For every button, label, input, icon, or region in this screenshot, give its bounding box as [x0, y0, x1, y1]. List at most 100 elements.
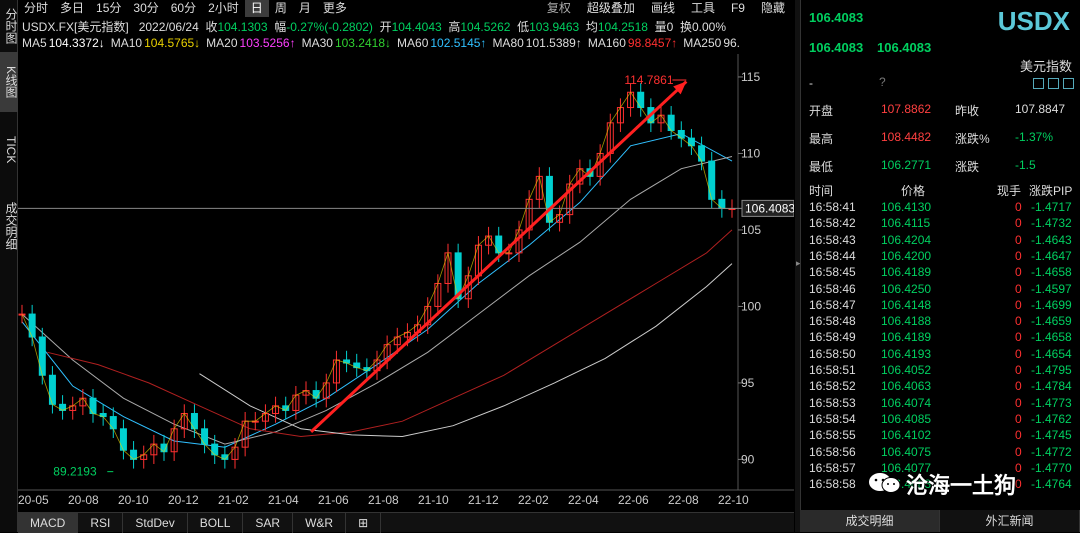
- ma-value: 104.3372↓: [48, 36, 105, 50]
- candle-body: [38, 336, 46, 376]
- instrument-code: USDX: [997, 6, 1070, 36]
- draw-line-button[interactable]: 画线: [650, 1, 675, 15]
- tab-period-day[interactable]: 日: [244, 0, 269, 17]
- quote-cell: 107.8862: [881, 102, 932, 116]
- trade-cell: 16:58:45: [809, 265, 856, 280]
- ma5-line: [21, 91, 732, 460]
- tab-boll[interactable]: BOLL: [188, 512, 244, 533]
- edit-icon[interactable]: [1033, 78, 1044, 89]
- current-price-label: 106.4083: [745, 201, 794, 215]
- ma-label: MA250: [683, 36, 722, 50]
- add-indicator-button[interactable]: ⊞: [346, 512, 382, 533]
- date-label: 2022/06/24: [138, 20, 199, 34]
- tab-trade-list[interactable]: 成交明细: [800, 510, 940, 532]
- col-time: 时间: [809, 184, 834, 198]
- tab-period-more[interactable]: 更多: [322, 1, 347, 15]
- tab-period-intraday[interactable]: 分时: [24, 1, 49, 15]
- ma-value: 103.2418↓: [334, 36, 392, 50]
- trade-cell: 106.4193: [881, 346, 932, 361]
- trade-cell: 0: [1015, 265, 1022, 280]
- tab-period-month[interactable]: 月: [298, 1, 311, 15]
- trade-cell: 106.4250: [881, 281, 932, 296]
- trade-cell: 106.4085: [881, 411, 932, 426]
- trade-cell: 0: [1015, 363, 1022, 377]
- tab-fx-news[interactable]: 外汇新闻: [940, 510, 1080, 532]
- f9-button[interactable]: F9: [730, 1, 745, 15]
- overlay-button[interactable]: 超级叠加: [586, 1, 635, 15]
- x-tick-label: 22-04: [568, 493, 599, 507]
- ma-line-ma160: [47, 229, 733, 438]
- tab-period-multiday[interactable]: 多日: [60, 1, 85, 15]
- tab-wr[interactable]: W&R: [293, 512, 347, 533]
- trade-cell: -1.4773: [1031, 395, 1072, 410]
- ma-label: MA160: [587, 36, 626, 50]
- candle-body: [545, 175, 553, 223]
- x-tick-label: 21-04: [268, 493, 299, 507]
- tab-rsi[interactable]: RSI: [78, 512, 124, 533]
- tab-period-30m[interactable]: 30分: [133, 1, 159, 15]
- tab-tick[interactable]: TICK: [4, 136, 18, 164]
- tools-button[interactable]: 工具: [690, 1, 715, 15]
- collapse-arrow-icon[interactable]: ▸: [796, 258, 801, 268]
- trade-cell: 0: [1015, 460, 1022, 475]
- low-label: 低: [517, 20, 530, 34]
- trade-cell: 0: [1015, 200, 1022, 214]
- tab-stddev[interactable]: StdDev: [123, 512, 188, 533]
- x-tick-label: 20-05: [18, 493, 49, 507]
- trade-cell: 16:58:58: [809, 477, 856, 492]
- trade-cell: 16:58:53: [809, 395, 856, 410]
- avg-label: 均: [585, 20, 598, 34]
- trade-cell: 0: [1015, 428, 1022, 443]
- quote-cell: 107.8847: [1015, 102, 1066, 116]
- trade-row: 16:58:51 106.4052 0 -1.4795: [809, 363, 1075, 379]
- tab-intraday[interactable]: 分时图: [4, 8, 18, 44]
- trade-cell: 0: [1015, 314, 1022, 329]
- tab-macd[interactable]: MACD: [18, 512, 79, 533]
- alert-icon[interactable]: [1063, 78, 1074, 89]
- ma-value: 98.8457↑: [627, 36, 678, 50]
- trade-cell: 16:58:42: [809, 216, 856, 231]
- trade-cell: 16:58:51: [809, 363, 856, 377]
- x-tick-label: 22-06: [618, 493, 649, 507]
- trade-row: 16:58:43 106.4204 0 -1.4643: [809, 233, 1075, 249]
- trend-arrow-head: [673, 81, 687, 95]
- x-tick-label: 21-08: [368, 493, 399, 507]
- help-icon[interactable]: ?: [879, 75, 886, 89]
- trade-cell: 16:58:52: [809, 379, 856, 394]
- y-tick-label: 115: [741, 70, 760, 84]
- quote-row: 最低 106.2771 涨跌 -1.5: [809, 158, 1075, 176]
- close-value: 104.1303: [217, 20, 268, 34]
- tab-kline[interactable]: K线图: [0, 52, 18, 112]
- vol-label: 量: [654, 20, 667, 34]
- tab-sar[interactable]: SAR: [243, 512, 294, 533]
- trade-cell: 0: [1015, 379, 1022, 394]
- kline-chart[interactable]: 90 95 100 105 110 115 20-05 20-08 20-10 20-12 21-0…: [18, 54, 794, 512]
- y-tick-label: 95: [741, 376, 755, 390]
- trade-row: 16:58:44 106.4200 0 -1.4647: [809, 249, 1075, 265]
- amp-value: -0.27%(-0.2802): [286, 20, 373, 34]
- tab-trade-detail[interactable]: 成交明细: [4, 202, 18, 250]
- vol-value: 0: [666, 20, 674, 34]
- trade-cell: 0: [1015, 216, 1022, 231]
- adjust-button[interactable]: 复权: [546, 1, 571, 15]
- window-icon[interactable]: [1048, 78, 1059, 89]
- trade-list-header: 时间 价格 现手 涨跌PIP: [809, 182, 1075, 198]
- x-tick-label: 21-10: [418, 493, 449, 507]
- quote-cell: 108.4482: [881, 130, 932, 144]
- x-tick-label: 22-08: [668, 493, 699, 507]
- hide-button[interactable]: 隐藏: [760, 1, 785, 15]
- candle-body: [89, 397, 97, 415]
- x-tick-label: 20-12: [168, 493, 199, 507]
- tab-period-60m[interactable]: 60分: [170, 1, 197, 15]
- high-value: 104.5262: [460, 20, 511, 34]
- trade-cell: -1.4658: [1031, 330, 1072, 345]
- panel-separator[interactable]: [795, 0, 800, 532]
- y-tick-label: 100: [741, 299, 761, 313]
- tab-period-week[interactable]: 周: [274, 1, 287, 15]
- trade-cell: -1.4745: [1031, 428, 1072, 443]
- ma-label: MA80: [492, 36, 524, 50]
- x-tick-label: 20-10: [118, 493, 149, 507]
- watermark-text: 沧海一土狗: [906, 473, 1017, 498]
- tab-period-15m[interactable]: 15分: [96, 1, 122, 15]
- tab-period-2h[interactable]: 2小时: [208, 1, 239, 15]
